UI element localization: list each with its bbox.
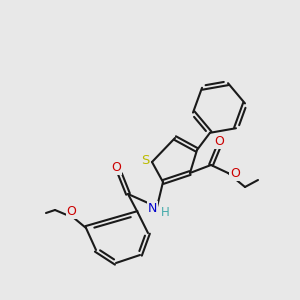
Text: O: O xyxy=(230,167,240,180)
Text: N: N xyxy=(148,202,157,215)
Text: O: O xyxy=(111,161,121,174)
Text: O: O xyxy=(214,135,224,148)
Text: H: H xyxy=(161,206,170,219)
Text: O: O xyxy=(67,205,76,218)
Text: S: S xyxy=(141,154,150,167)
